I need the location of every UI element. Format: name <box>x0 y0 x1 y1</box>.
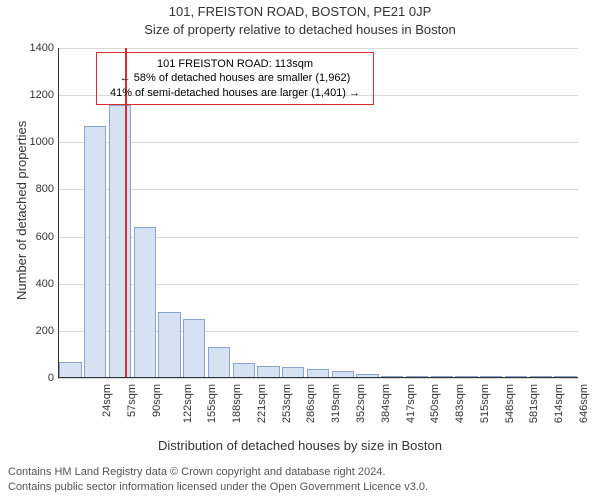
xtick-label: 24sqm <box>101 384 113 417</box>
annotation-line: ← 58% of detached houses are smaller (1,… <box>105 71 365 85</box>
histogram-bar <box>158 312 180 378</box>
gridline <box>58 189 578 190</box>
xtick-label: 417sqm <box>405 384 417 423</box>
xtick-label: 646sqm <box>578 384 590 423</box>
ytick-label: 1400 <box>0 42 54 54</box>
histogram-bar <box>208 347 230 378</box>
x-axis-line <box>58 377 578 378</box>
y-axis-line <box>58 48 59 378</box>
histogram-bar <box>134 227 156 378</box>
xtick-label: 384sqm <box>380 384 392 423</box>
xtick-label: 483sqm <box>454 384 466 423</box>
chart-subtitle: Size of property relative to detached ho… <box>0 22 600 37</box>
chart-title: 101, FREISTON ROAD, BOSTON, PE21 0JP <box>0 4 600 19</box>
xtick-label: 614sqm <box>553 384 565 423</box>
xtick-label: 319sqm <box>330 384 342 423</box>
footer-line-1: Contains HM Land Registry data © Crown c… <box>8 465 428 479</box>
gridline <box>58 142 578 143</box>
annotation-line: 101 FREISTON ROAD: 113sqm <box>105 57 365 71</box>
ytick-label: 0 <box>0 372 54 384</box>
gridline <box>58 48 578 49</box>
y-axis-label: Number of detached properties <box>14 121 29 300</box>
xtick-label: 286sqm <box>306 384 318 423</box>
reference-annotation: 101 FREISTON ROAD: 113sqm← 58% of detach… <box>96 52 374 105</box>
annotation-line: 41% of semi-detached houses are larger (… <box>105 86 365 100</box>
xtick-label: 515sqm <box>479 384 491 423</box>
xtick-label: 188sqm <box>231 384 243 423</box>
histogram-bar <box>233 363 255 378</box>
xtick-label: 122sqm <box>182 384 194 423</box>
xtick-label: 221sqm <box>256 384 268 423</box>
gridline <box>58 378 578 379</box>
histogram-bar <box>109 105 131 378</box>
ytick-label: 1200 <box>0 89 54 101</box>
x-axis-label: Distribution of detached houses by size … <box>0 438 600 453</box>
ytick-label: 200 <box>0 325 54 337</box>
xtick-label: 155sqm <box>207 384 219 423</box>
xtick-label: 57sqm <box>126 384 138 417</box>
histogram-bar <box>183 319 205 378</box>
footer-text: Contains HM Land Registry data © Crown c… <box>8 465 428 494</box>
xtick-label: 352sqm <box>355 384 367 423</box>
histogram-bar <box>84 126 106 378</box>
xtick-label: 450sqm <box>429 384 441 423</box>
xtick-label: 90sqm <box>151 384 163 417</box>
xtick-label: 253sqm <box>281 384 293 423</box>
xtick-label: 548sqm <box>504 384 516 423</box>
footer-line-2: Contains public sector information licen… <box>8 480 428 494</box>
xtick-label: 581sqm <box>528 384 540 423</box>
histogram-bar <box>59 362 81 379</box>
